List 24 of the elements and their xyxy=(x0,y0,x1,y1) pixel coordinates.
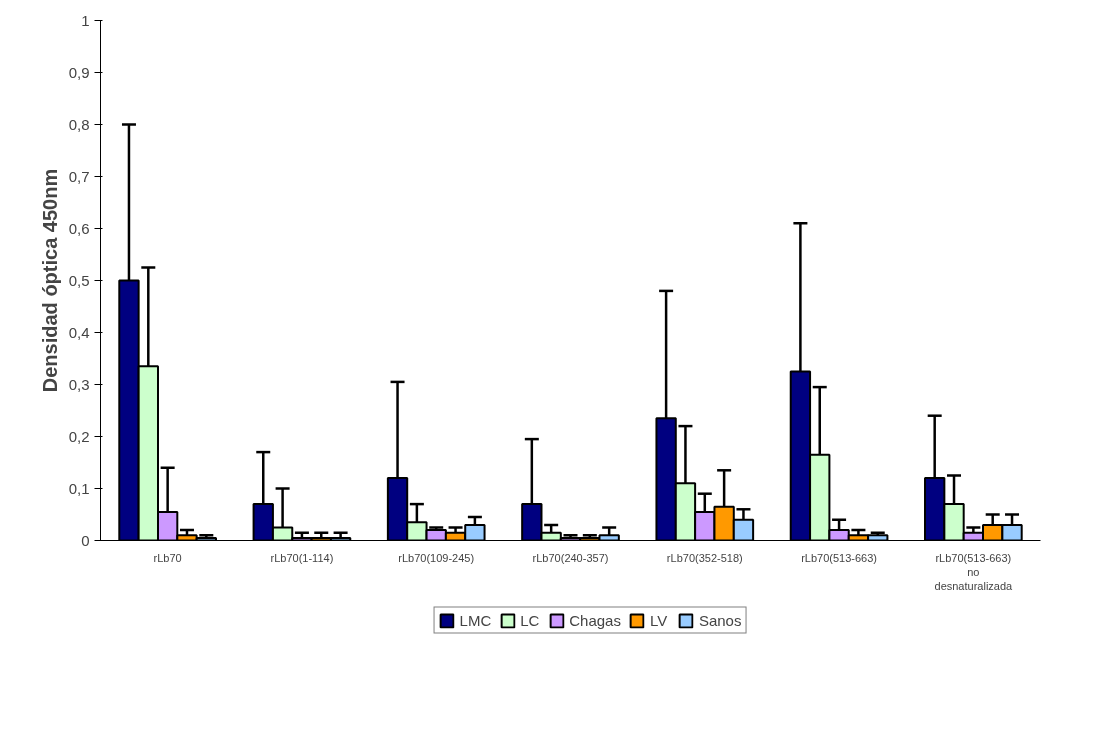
legend-label: LV xyxy=(649,611,669,629)
x-tick-label: rLb70(240-357) xyxy=(532,551,609,564)
legend-label: LC xyxy=(520,611,541,629)
legend-label: Chagas xyxy=(569,611,621,629)
x-tick-label: rLb70(1-114) xyxy=(270,551,334,564)
y-tick-label: 1 xyxy=(81,11,90,29)
y-tick-label: 0,2 xyxy=(68,427,90,445)
x-tick-label: rLb70(109-245) xyxy=(398,551,475,564)
y-tick-label: 0,1 xyxy=(68,479,90,497)
x-tick-label: rLb70(513-663) no desnaturalizada xyxy=(934,551,1014,593)
y-tick-label: 0,3 xyxy=(68,375,90,393)
y-tick-label: 0 xyxy=(81,531,90,549)
y-tick-label: 0,5 xyxy=(68,271,90,289)
legend-label: Sanos xyxy=(698,611,742,629)
x-tick-label: rLb70(352-518) xyxy=(666,551,743,564)
y-tick-label: 0,9 xyxy=(68,63,90,81)
y-tick-label: 0,8 xyxy=(68,115,90,133)
y-tick-label: 0,6 xyxy=(68,219,90,237)
y-tick-label: 0,4 xyxy=(68,323,90,341)
legend-label: LMC xyxy=(459,611,492,629)
x-tick-label: rLb70 xyxy=(153,551,182,564)
y-tick-label: 0,7 xyxy=(68,167,90,185)
y-axis-title: Densidad óptica 450nm xyxy=(38,168,61,393)
x-tick-label: rLb70(513-663) xyxy=(801,551,877,564)
